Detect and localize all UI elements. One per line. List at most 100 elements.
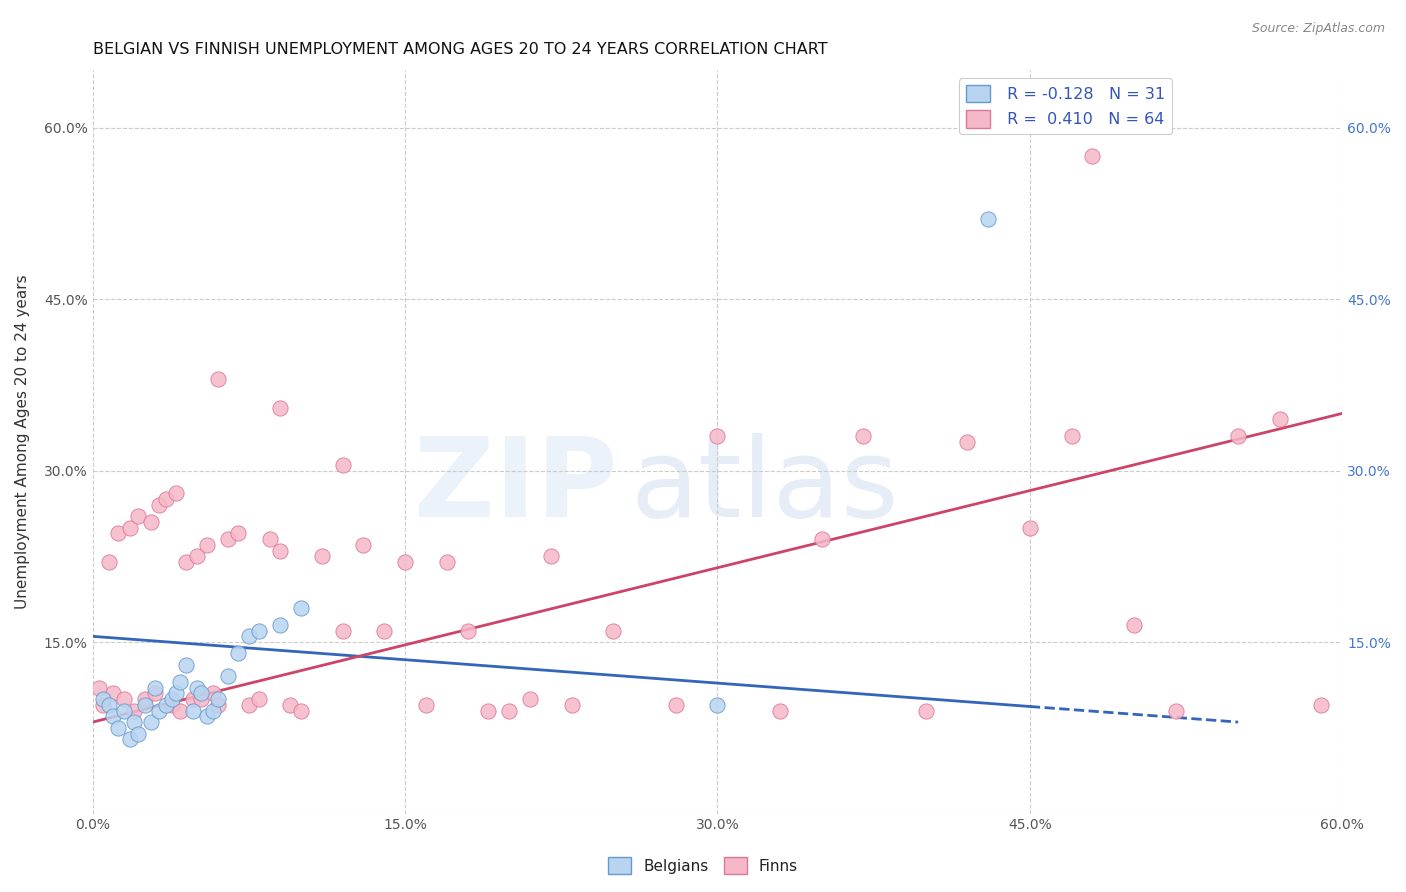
Point [176, 555, 198, 569]
Point [155, 698, 177, 712]
Point [269, 401, 291, 415]
Point [139, 515, 162, 529]
Point [195, 709, 218, 723]
Point [202, 704, 225, 718]
Point [207, 698, 229, 712]
Point [602, 624, 624, 638]
Point [247, 692, 270, 706]
Point [477, 704, 499, 718]
Point [112, 692, 135, 706]
Point [217, 532, 239, 546]
Point [415, 698, 437, 712]
Point [280, 698, 302, 712]
Point [155, 492, 177, 507]
Text: atlas: atlas [630, 434, 898, 540]
Point [1310, 698, 1333, 712]
Point [87, 681, 110, 695]
Point [394, 555, 416, 569]
Point [1060, 429, 1083, 443]
Point [290, 600, 312, 615]
Point [165, 486, 187, 500]
Point [124, 704, 146, 718]
Point [217, 669, 239, 683]
Point [519, 692, 541, 706]
Point [769, 704, 792, 718]
Point [457, 624, 479, 638]
Point [436, 555, 458, 569]
Point [332, 458, 354, 472]
Point [1123, 618, 1146, 632]
Point [311, 549, 333, 564]
Point [1227, 429, 1250, 443]
Point [190, 686, 212, 700]
Point [1018, 521, 1040, 535]
Point [706, 429, 728, 443]
Point [373, 624, 395, 638]
Point [290, 704, 312, 718]
Point [1268, 412, 1291, 426]
Legend: Belgians, Finns: Belgians, Finns [602, 851, 804, 880]
Point [195, 538, 218, 552]
Point [107, 526, 129, 541]
Point [914, 704, 936, 718]
Point [176, 657, 198, 672]
Point [332, 624, 354, 638]
Point [124, 715, 146, 730]
Point [977, 212, 1000, 227]
Y-axis label: Unemployment Among Ages 20 to 24 years: Unemployment Among Ages 20 to 24 years [15, 275, 30, 609]
Point [169, 704, 191, 718]
Point [238, 629, 260, 643]
Point [498, 704, 520, 718]
Point [160, 698, 183, 712]
Point [127, 509, 149, 524]
Point [148, 498, 170, 512]
Point [143, 686, 166, 700]
Point [238, 698, 260, 712]
Point [181, 692, 204, 706]
Point [98, 698, 121, 712]
Point [852, 429, 875, 443]
Point [269, 618, 291, 632]
Point [956, 434, 979, 449]
Point [561, 698, 583, 712]
Point [259, 532, 281, 546]
Text: Source: ZipAtlas.com: Source: ZipAtlas.com [1251, 22, 1385, 36]
Point [540, 549, 562, 564]
Point [165, 686, 187, 700]
Point [91, 698, 114, 712]
Point [103, 709, 125, 723]
Point [91, 692, 114, 706]
Point [169, 675, 191, 690]
Point [190, 692, 212, 706]
Point [186, 681, 208, 695]
Point [665, 698, 688, 712]
Text: BELGIAN VS FINNISH UNEMPLOYMENT AMONG AGES 20 TO 24 YEARS CORRELATION CHART: BELGIAN VS FINNISH UNEMPLOYMENT AMONG AG… [93, 42, 827, 57]
Text: ZIP: ZIP [415, 434, 617, 540]
Point [143, 681, 166, 695]
Point [134, 692, 156, 706]
Point [120, 732, 142, 747]
Point [103, 686, 125, 700]
Point [107, 721, 129, 735]
Point [1081, 149, 1104, 163]
Point [207, 372, 229, 386]
Point [112, 704, 135, 718]
Point [352, 538, 374, 552]
Point [148, 704, 170, 718]
Point [98, 555, 121, 569]
Point [127, 726, 149, 740]
Point [134, 698, 156, 712]
Point [228, 647, 250, 661]
Point [269, 543, 291, 558]
Point [202, 686, 225, 700]
Point [247, 624, 270, 638]
Point [810, 532, 832, 546]
Point [1164, 704, 1187, 718]
Point [139, 715, 162, 730]
Point [120, 521, 142, 535]
Point [207, 692, 229, 706]
Point [228, 526, 250, 541]
Point [186, 549, 208, 564]
Point [706, 698, 728, 712]
Legend:  R = -0.128   N = 31,  R =  0.410   N = 64: R = -0.128 N = 31, R = 0.410 N = 64 [959, 78, 1171, 134]
